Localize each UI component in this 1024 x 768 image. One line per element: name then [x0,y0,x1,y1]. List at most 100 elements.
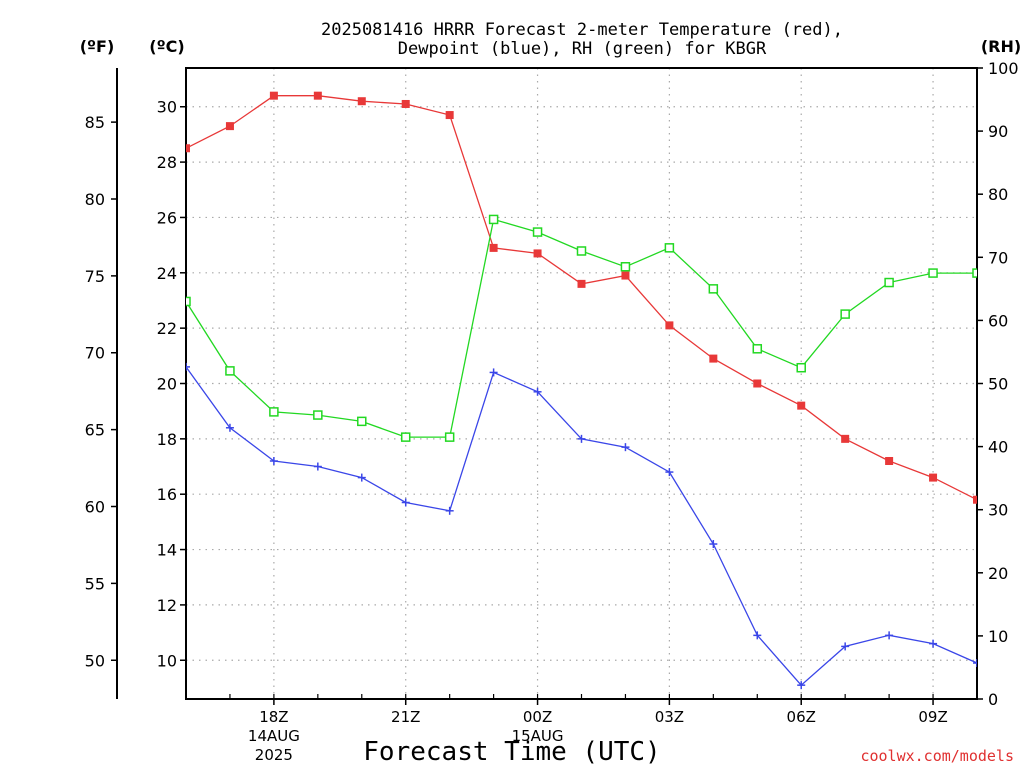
dewpoint-point [621,443,630,452]
fahrenheit-tick-label: 55 [85,574,105,593]
plot-frame [185,67,978,700]
dewpoint-point [269,456,278,465]
rh-tick-label: 80 [988,185,1008,204]
temperature-point [445,111,454,120]
rh-tick-label: 100 [988,59,1019,78]
rh-point [400,432,411,442]
dewpoint-point [709,540,718,549]
rh-point [186,296,191,307]
fahrenheit-tick-label: 75 [85,267,105,286]
chart-title-line2: Dewpoint (blue), RH (green) for KBGR [398,39,767,59]
grid-lines [186,68,977,699]
temperature-point [885,456,894,465]
rh-point [225,366,235,376]
dewpoint-point [533,387,542,396]
celsius-tick-label: 30 [157,98,177,117]
fahrenheit-tick-label: 60 [85,498,105,517]
fahrenheit-tick-label: 70 [85,344,105,363]
temperature-point [973,495,977,504]
temperature-point [577,279,586,288]
dewpoint-point [973,659,977,668]
date-tick-label: 14AUG [248,727,300,745]
series-group [186,91,977,690]
celsius-tick-label: 24 [157,264,177,283]
celsius-tick-label: 22 [157,319,177,338]
celsius-tick-label: 20 [157,375,177,394]
time-tick-label: 06Z [787,708,816,726]
rh-point [532,227,543,237]
time-tick-label: 18Z [259,708,288,726]
celsius-tick-label: 16 [157,485,177,504]
temperature-point [533,249,542,258]
celsius-tick-label: 18 [157,430,177,449]
fahrenheit-axis-ticks: 50 55 60 65 70 75 80 85 [85,113,117,670]
celsius-tick-label: 28 [157,153,177,172]
year-tick-label: 2025 [255,746,293,764]
rh-point [752,344,763,354]
rh-point [357,416,367,427]
celsius-axis-ticks: 10 12 14 16 18 20 22 24 26 28 30 [157,98,186,670]
dewpoint-point [186,362,190,371]
chart-title-line1: 2025081416 HRRR Forecast 2-meter Tempera… [321,20,843,40]
temperature-point [269,91,278,100]
fahrenheit-tick-label: 80 [85,190,105,209]
fahrenheit-tick-label: 50 [85,651,105,670]
temperature-point [841,434,850,443]
fahrenheit-unit-label: (ºF) [80,37,115,56]
rh-point [840,309,850,319]
rh-point [708,284,719,294]
rh-point [269,407,279,417]
fahrenheit-tick-label: 65 [85,421,105,440]
temperature-point [929,473,938,482]
time-tick-label: 03Z [655,708,684,726]
dewpoint-point [225,423,234,432]
date-tick-label: 15AUG [512,727,564,745]
credit-text: coolwx.com/models [860,747,1014,765]
celsius-tick-label: 26 [157,208,177,227]
temperature-point [797,401,806,410]
dewpoint-point [489,368,498,377]
dewpoint-point [401,498,410,507]
rh-tick-label: 20 [988,564,1008,583]
rh-tick-label: 70 [988,248,1008,267]
temperature-point [313,91,322,100]
rh-tick-label: 40 [988,438,1008,457]
rh-point [576,246,587,256]
rh-tick-label: 60 [988,311,1008,330]
rh-axis-ticks: 0 10 20 30 40 50 60 70 80 90 100 [977,59,1019,709]
dewpoint-point [885,631,894,640]
temperature-point [489,243,498,252]
rh-tick-label: 30 [988,501,1008,520]
celsius-tick-label: 14 [157,541,177,560]
celsius-unit-label: (ºC) [149,37,184,56]
time-tick-label: 00Z [523,708,552,726]
rh-point [444,432,455,442]
rh-point [928,268,938,278]
rh-tick-label: 50 [988,375,1008,394]
dewpoint-point [665,468,674,477]
dewpoint-point [313,462,322,471]
temperature-point [753,379,762,388]
temperature-point [709,354,718,363]
celsius-tick-label: 10 [157,651,177,670]
dewpoint-point [753,631,762,640]
dewpoint-point [929,639,938,648]
rh-unit-label: (RH) [981,37,1021,56]
x-axis-title: Forecast Time (UTC) [363,737,660,767]
time-tick-label: 21Z [391,708,420,726]
rh-point [796,362,806,373]
fahrenheit-tick-label: 85 [85,113,105,132]
rh-point [488,214,499,225]
dewpoint-point [841,642,850,651]
rh-point [313,410,323,420]
rh-point [884,277,894,288]
temperature-point [621,271,630,280]
celsius-tick-label: 12 [157,596,177,615]
rh-tick-label: 0 [988,690,998,709]
dewpoint-point [445,506,454,515]
rh-point [664,243,675,253]
rh-tick-label: 10 [988,627,1008,646]
dewpoint-point [357,473,366,482]
dewpoint-point [577,434,586,443]
